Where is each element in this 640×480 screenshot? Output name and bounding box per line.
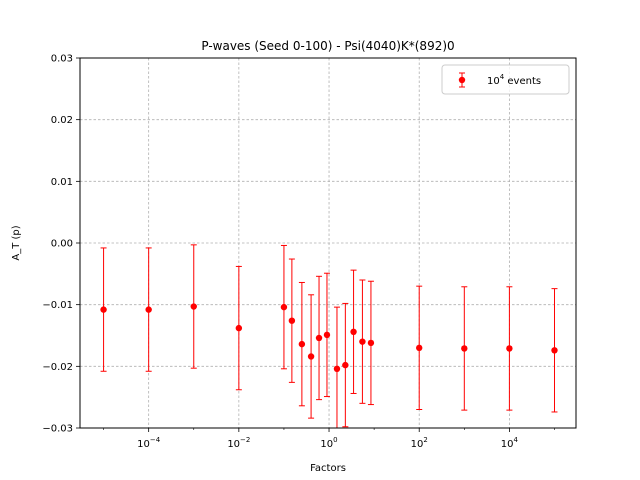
data-point bbox=[551, 347, 558, 354]
data-point bbox=[367, 339, 375, 347]
data-point bbox=[350, 328, 357, 335]
legend-label: 104 events bbox=[487, 73, 541, 87]
y-tick-label: −0.02 bbox=[42, 362, 73, 373]
y-tick-label: 0.00 bbox=[51, 239, 73, 250]
y-axis-label: A_T (p) bbox=[11, 225, 22, 260]
legend-label-exponent: 4 bbox=[500, 73, 505, 81]
legend-label-base: 10 bbox=[487, 76, 500, 87]
data-point bbox=[416, 344, 423, 352]
x-tick-label: 10−4 bbox=[137, 436, 161, 450]
x-tick-label-base: 10 bbox=[227, 439, 240, 450]
data-point bbox=[342, 361, 349, 369]
x-tick-label: 102 bbox=[411, 436, 428, 450]
chart-title: P-waves (Seed 0-100) - Psi(4040)K*(892)0 bbox=[201, 39, 454, 53]
x-tick-label-base: 10 bbox=[320, 439, 333, 450]
x-tick-label-exponent: 0 bbox=[333, 436, 337, 444]
data-point bbox=[280, 303, 288, 311]
data-point bbox=[298, 340, 306, 348]
data-point bbox=[359, 338, 366, 345]
x-tick-label-base: 10 bbox=[411, 439, 424, 450]
x-tick-label-exponent: −2 bbox=[240, 436, 250, 444]
x-tick-label: 10−2 bbox=[227, 436, 250, 450]
data-point bbox=[190, 303, 197, 310]
x-tick-label-exponent: 4 bbox=[514, 436, 519, 444]
data-point bbox=[307, 353, 315, 360]
x-axis-ticks: 10−4 10−2 100 102 104 bbox=[103, 428, 555, 450]
data-point bbox=[235, 324, 243, 332]
y-tick-label: 0.03 bbox=[51, 54, 73, 65]
error-bar-series bbox=[100, 244, 558, 428]
data-series bbox=[100, 244, 558, 428]
data-point bbox=[315, 334, 323, 342]
data-point bbox=[100, 306, 107, 313]
x-tick-label: 100 bbox=[320, 436, 337, 450]
y-tick-label: 0.01 bbox=[51, 177, 73, 188]
legend-box bbox=[441, 64, 570, 95]
x-tick-label-exponent: 2 bbox=[423, 436, 427, 444]
data-point bbox=[461, 345, 468, 352]
y-axis-ticks: 0.03 0.02 0.01 0.00 −0.01 −0.02 −0.03 bbox=[42, 54, 80, 435]
x-tick-label: 104 bbox=[501, 436, 519, 450]
legend-marker bbox=[458, 72, 466, 88]
data-point bbox=[323, 331, 331, 339]
y-tick-label: −0.01 bbox=[42, 300, 73, 311]
data-point bbox=[333, 365, 341, 372]
y-tick-label: 0.02 bbox=[51, 115, 73, 126]
x-tick-label-base: 10 bbox=[137, 439, 150, 450]
legend: 104 events bbox=[441, 64, 570, 95]
data-point bbox=[506, 345, 513, 352]
data-point bbox=[145, 306, 152, 313]
x-tick-label-base: 10 bbox=[501, 439, 514, 450]
data-point bbox=[288, 317, 296, 324]
y-tick-label: −0.03 bbox=[42, 424, 73, 435]
x-tick-label-exponent: −4 bbox=[150, 436, 161, 444]
x-axis-label: Factors bbox=[310, 463, 346, 474]
legend-label-suffix: events bbox=[504, 76, 541, 87]
